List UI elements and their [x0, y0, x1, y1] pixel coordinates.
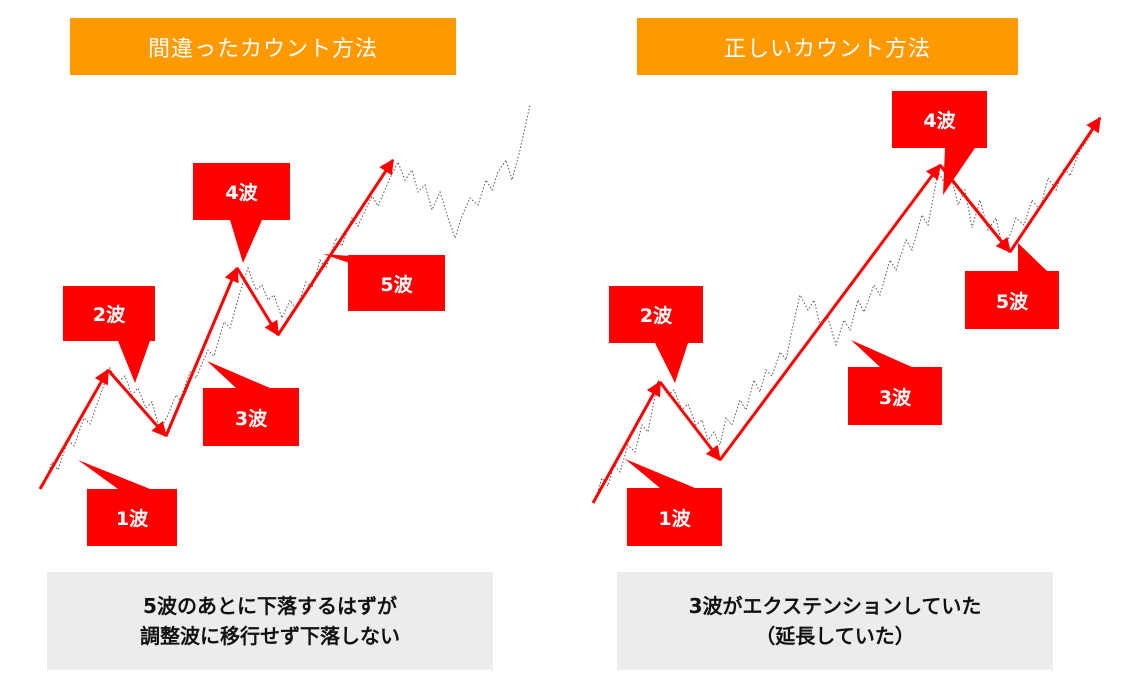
right-wave-1-label: 1波 — [627, 488, 722, 546]
left-price-line — [43, 104, 531, 486]
right-note-box: 3波がエクステンションしていた （延長していた） — [617, 572, 1053, 670]
left-wave-5-label: 5波 — [348, 255, 445, 311]
right-wave-arrows — [591, 116, 1102, 504]
right-wave-3-label: 3波 — [848, 367, 942, 425]
left-note-line-2: 調整波に移行せず下落しない — [140, 624, 400, 648]
right-wave-5-label: 5波 — [965, 271, 1059, 329]
right-panel-title: 正しいカウント方法 — [637, 18, 1018, 75]
left-wave-arrows — [38, 158, 395, 490]
left-wave-1-label: 1波 — [87, 489, 177, 546]
left-wave-4-label: 4波 — [193, 163, 290, 220]
left-note-box: 5波のあとに下落するはずが 調整波に移行せず下落しない — [47, 572, 493, 670]
right-price-line — [594, 114, 1101, 501]
right-callout-tails — [625, 148, 1048, 488]
left-wave-2-label: 2波 — [63, 286, 155, 341]
right-note-line-2: （延長していた） — [755, 624, 915, 648]
left-note-line-1: 5波のあとに下落するはずが — [143, 594, 397, 618]
left-callout-tails — [78, 220, 380, 489]
right-wave-4-label: 4波 — [892, 91, 987, 148]
left-wave-3-label: 3波 — [203, 388, 299, 446]
right-note-line-1: 3波がエクステンションしていた — [688, 594, 982, 618]
right-wave-2-label: 2波 — [609, 286, 703, 343]
left-panel-title: 間違ったカウント方法 — [70, 18, 456, 75]
